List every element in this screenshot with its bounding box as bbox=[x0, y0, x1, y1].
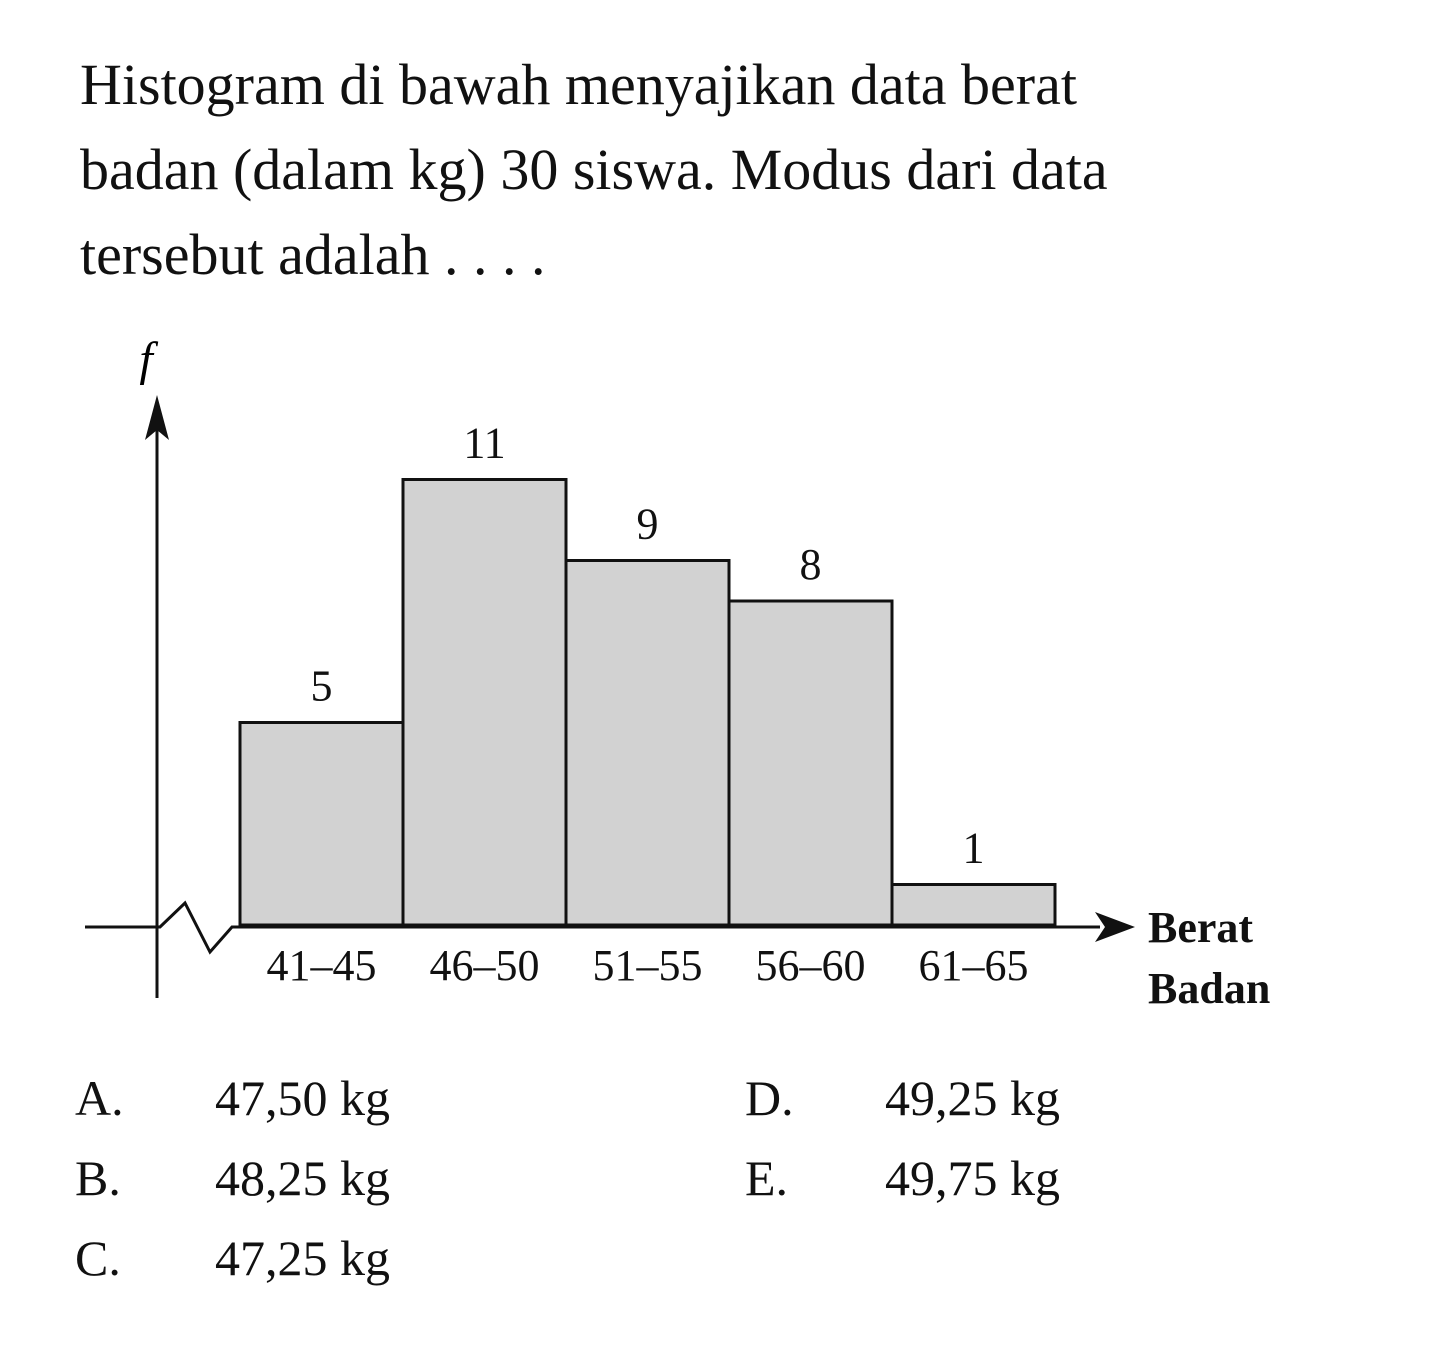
x-tick-label: 46–50 bbox=[430, 941, 540, 990]
bar bbox=[890, 883, 1057, 927]
option-text: 47,50 kg bbox=[215, 1070, 390, 1126]
option-text: 49,75 kg bbox=[885, 1150, 1060, 1206]
x-tick-label: 41–45 bbox=[267, 941, 377, 990]
bar bbox=[564, 559, 731, 927]
question-line: tersebut adalah . . . . bbox=[80, 222, 545, 287]
option-text: 49,25 kg bbox=[885, 1070, 1060, 1126]
value-label: 8 bbox=[800, 540, 822, 589]
bar bbox=[401, 478, 568, 927]
option-letter: A. bbox=[75, 1070, 124, 1126]
x-tick-label: 61–65 bbox=[919, 941, 1029, 990]
option-letter: E. bbox=[745, 1150, 788, 1206]
option-text: 48,25 kg bbox=[215, 1150, 390, 1206]
option-letter: C. bbox=[75, 1230, 121, 1286]
x-label: Badan bbox=[1148, 964, 1270, 1013]
x-axis bbox=[85, 900, 1100, 955]
y-arrow bbox=[145, 395, 169, 440]
x-label: Berat bbox=[1148, 903, 1253, 952]
value-label: 1 bbox=[963, 824, 985, 873]
question-line: badan (dalam kg) 30 siswa. Modus dari da… bbox=[80, 137, 1108, 202]
bar bbox=[727, 599, 894, 927]
x-tick-label: 56–60 bbox=[756, 941, 866, 990]
value-label: 5 bbox=[311, 662, 333, 711]
x-arrow bbox=[1095, 912, 1135, 942]
bar bbox=[238, 721, 405, 927]
option-letter: D. bbox=[745, 1070, 794, 1126]
y-label: f bbox=[139, 333, 158, 386]
option-text: 47,25 kg bbox=[215, 1230, 390, 1286]
option-letter: B. bbox=[75, 1150, 121, 1206]
question-line: Histogram di bawah menyajikan data berat bbox=[80, 52, 1077, 117]
x-tick-label: 51–55 bbox=[593, 941, 703, 990]
value-label: 11 bbox=[463, 419, 505, 468]
chart: f Berat Badan bbox=[85, 333, 1270, 1013]
value-label: 9 bbox=[637, 500, 659, 549]
